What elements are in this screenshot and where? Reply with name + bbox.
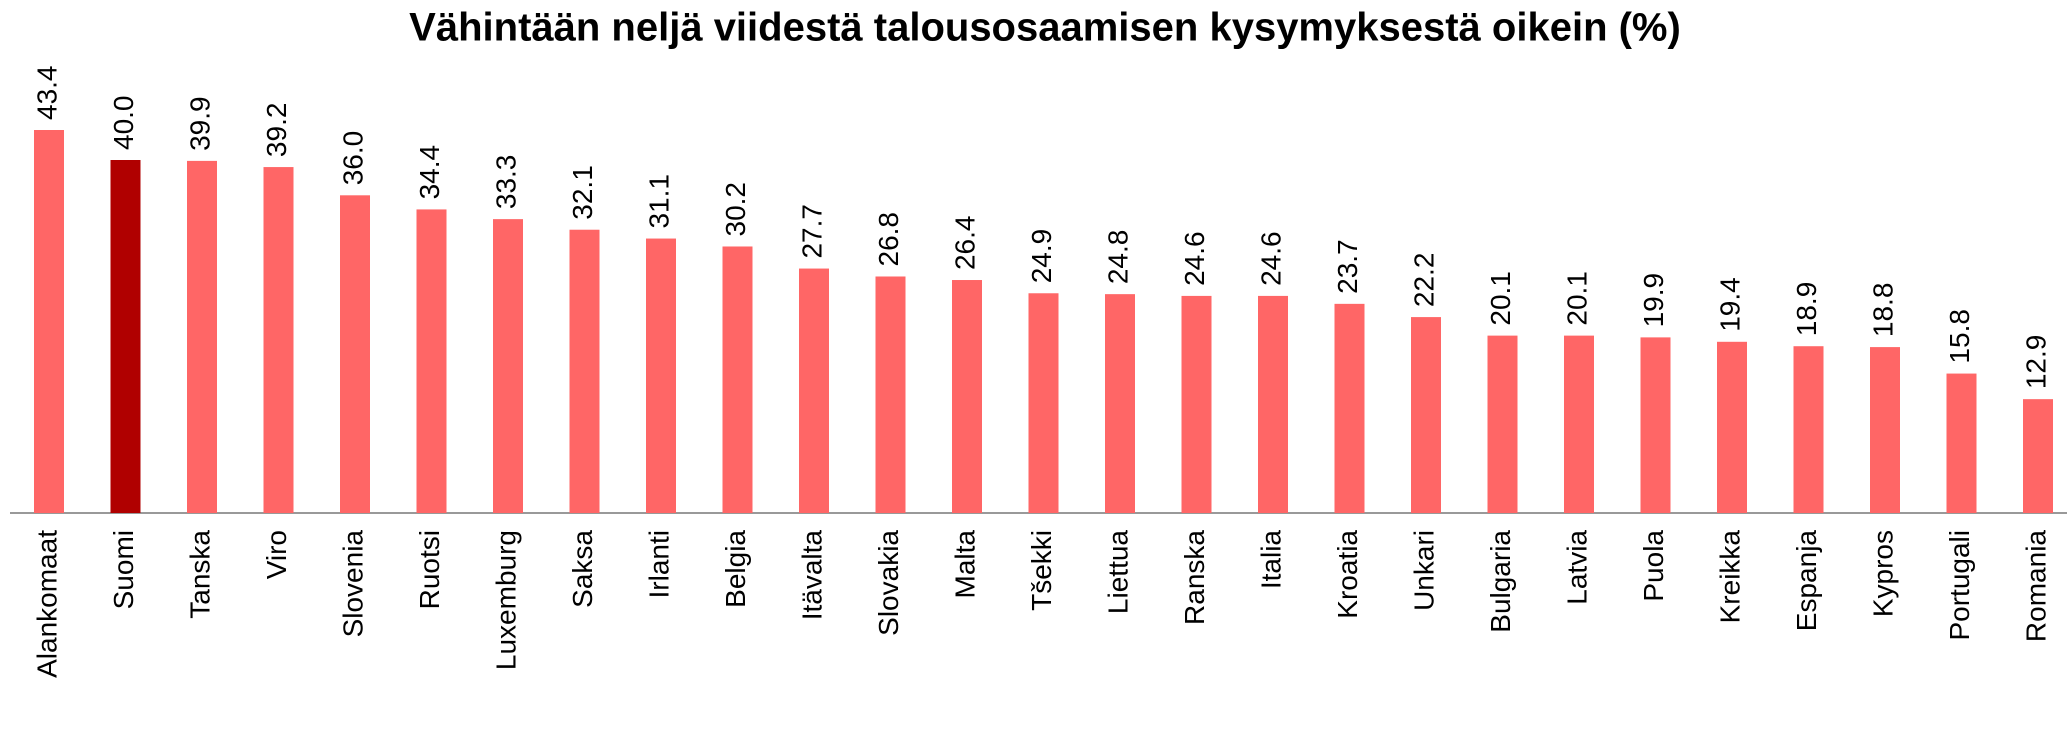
data-label: 31.1 bbox=[643, 174, 674, 229]
bar bbox=[416, 209, 447, 514]
x-tick-label: Tanska bbox=[184, 530, 215, 619]
bar bbox=[646, 238, 676, 513]
data-label: 26.8 bbox=[873, 212, 904, 267]
bar bbox=[493, 219, 523, 513]
x-tick-label: Itävalta bbox=[796, 530, 827, 621]
bar bbox=[340, 195, 370, 514]
x-tick-label: Portugali bbox=[1944, 530, 1975, 641]
data-label: 24.8 bbox=[1102, 230, 1133, 285]
data-label: 20.1 bbox=[1561, 271, 1592, 326]
data-label: 40.0 bbox=[108, 96, 139, 151]
bar bbox=[1411, 317, 1441, 513]
bar bbox=[1946, 373, 1977, 513]
data-label: 24.9 bbox=[1026, 229, 1057, 284]
x-tick-label: Alankomaat bbox=[31, 530, 62, 678]
x-tick-label: Romania bbox=[2020, 530, 2051, 642]
x-tick-label: Kreikka bbox=[1714, 530, 1745, 624]
x-tick-label: Ruotsi bbox=[414, 530, 445, 609]
data-label: 19.9 bbox=[1638, 273, 1669, 328]
bar bbox=[1181, 295, 1212, 513]
x-tick-label: Kypros bbox=[1867, 530, 1898, 617]
x-tick-label: Slovakia bbox=[873, 530, 904, 636]
data-label: 15.8 bbox=[1944, 309, 1975, 364]
data-label: 23.7 bbox=[1332, 239, 1363, 294]
bar bbox=[1717, 341, 1747, 513]
data-label: 43.4 bbox=[31, 66, 62, 121]
x-tick-label: Irlanti bbox=[643, 530, 674, 598]
bar bbox=[1258, 295, 1288, 513]
bar bbox=[1564, 335, 1594, 513]
data-label: 19.4 bbox=[1714, 277, 1745, 332]
x-tick-label: Viro bbox=[261, 530, 292, 579]
data-label: 24.6 bbox=[1255, 231, 1286, 286]
data-label: 20.1 bbox=[1485, 271, 1516, 326]
data-label: 36.0 bbox=[337, 131, 368, 186]
x-tick-label: Malta bbox=[949, 530, 980, 599]
bar bbox=[722, 246, 753, 514]
data-label: 39.2 bbox=[261, 103, 292, 158]
data-label: 34.4 bbox=[414, 145, 445, 200]
x-tick-label: Italia bbox=[1255, 530, 1286, 590]
bar bbox=[187, 160, 217, 514]
bar bbox=[1105, 294, 1135, 513]
bar bbox=[1640, 337, 1671, 513]
data-label: 18.9 bbox=[1791, 282, 1822, 337]
data-label: 24.6 bbox=[1179, 231, 1210, 286]
bar bbox=[2023, 399, 2053, 513]
bar bbox=[34, 130, 64, 513]
bar bbox=[1870, 347, 1900, 513]
x-tick-label: Latvia bbox=[1561, 530, 1592, 605]
x-tick-label: Suomi bbox=[108, 530, 139, 609]
bar bbox=[569, 229, 600, 513]
bar bbox=[263, 167, 294, 513]
bar bbox=[875, 276, 906, 513]
data-label: 33.3 bbox=[490, 155, 521, 210]
bar bbox=[110, 160, 141, 513]
x-tick-label: Bulgaria bbox=[1485, 530, 1516, 633]
data-label: 22.2 bbox=[1408, 253, 1439, 308]
x-tick-label: Saksa bbox=[567, 530, 598, 608]
x-tick-label: Belgia bbox=[720, 530, 751, 608]
bar bbox=[1487, 335, 1518, 513]
x-tick-label: Espanja bbox=[1791, 530, 1822, 632]
bar bbox=[799, 268, 829, 513]
data-label: 26.4 bbox=[949, 216, 980, 271]
x-tick-label: Liettua bbox=[1102, 530, 1133, 614]
bar bbox=[1334, 303, 1365, 513]
x-tick-label: Puola bbox=[1638, 530, 1669, 602]
data-label: 18.8 bbox=[1867, 283, 1898, 338]
data-label: 39.9 bbox=[184, 96, 215, 151]
x-tick-label: Unkari bbox=[1408, 530, 1439, 611]
bar bbox=[1028, 293, 1059, 513]
x-tick-label: Luxemburg bbox=[490, 530, 521, 670]
x-tick-label: Tšekki bbox=[1026, 530, 1057, 611]
x-tick-label: Slovenia bbox=[337, 530, 368, 638]
x-tick-label: Ranska bbox=[1179, 530, 1210, 625]
data-label: 30.2 bbox=[720, 182, 751, 237]
data-label: 27.7 bbox=[796, 204, 827, 259]
bar bbox=[952, 280, 982, 513]
data-label: 12.9 bbox=[2020, 335, 2051, 390]
x-tick-label: Kroatia bbox=[1332, 530, 1363, 619]
chart-title: Vähintään neljä viidestä talousosaamisen… bbox=[409, 6, 1681, 50]
data-label: 32.1 bbox=[567, 165, 598, 220]
bar bbox=[1793, 346, 1824, 513]
